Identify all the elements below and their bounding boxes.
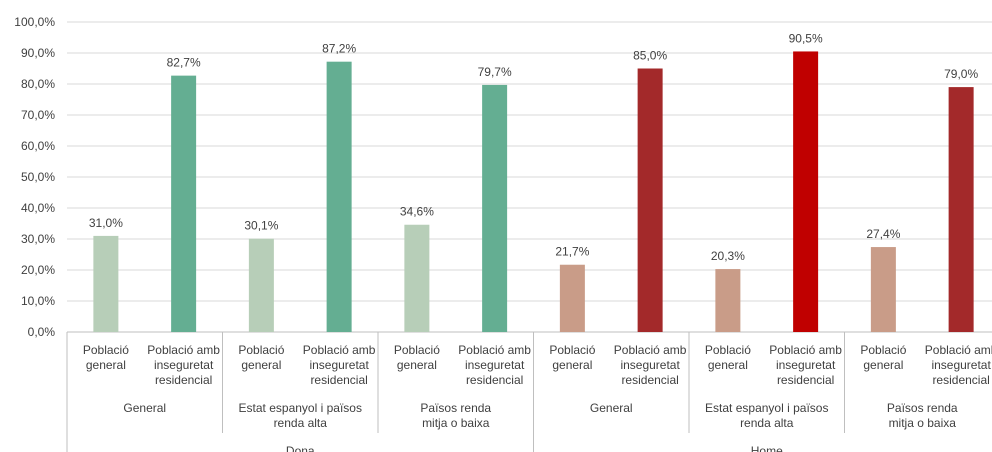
- category-label: Població amb: [925, 343, 992, 357]
- bar-data-label: 21,7%: [555, 245, 589, 259]
- bar-data-label: 79,7%: [478, 65, 512, 79]
- bar-data-label: 34,6%: [400, 205, 434, 219]
- bar-data-label: 27,4%: [866, 227, 900, 241]
- y-tick-label: 0,0%: [28, 325, 56, 339]
- subgroup-label: renda alta: [740, 416, 794, 430]
- category-label: residencial: [310, 373, 367, 387]
- category-label: Població amb: [769, 343, 842, 357]
- category-label: residencial: [932, 373, 989, 387]
- bar-data-label: 30,1%: [244, 219, 278, 233]
- subgroup-label: Estat espanyol i països: [239, 401, 362, 415]
- category-label: Població amb: [458, 343, 531, 357]
- bar: [559, 264, 585, 332]
- subgroup-label: renda alta: [274, 416, 328, 430]
- bar: [715, 269, 741, 332]
- category-label: inseguretat: [154, 358, 214, 372]
- bar-data-label: 90,5%: [789, 31, 823, 45]
- category-label: Població: [860, 343, 906, 357]
- category-label: inseguretat: [776, 358, 836, 372]
- subgroup-label: Països renda: [420, 401, 491, 415]
- bar: [326, 61, 352, 333]
- category-label: inseguretat: [309, 358, 369, 372]
- subgroup-label: Estat espanyol i països: [705, 401, 828, 415]
- subgroup-label: General: [123, 401, 166, 415]
- bar-data-labels: 31,0% 82,7% 30,1% 87,2% 34,6% 79,7% 21,7% 85,0%…: [89, 31, 979, 263]
- bar-data-label: 31,0%: [89, 216, 123, 230]
- subgroup-label: mitja o baixa: [889, 416, 957, 430]
- bar: [93, 235, 119, 332]
- y-axis-tick-labels: 0,0% 10,0% 20,0% 30,0% 40,0% 50,0% 60,0% 70,0% 8…: [14, 15, 55, 339]
- category-label: Població: [238, 343, 284, 357]
- y-tick-label: 50,0%: [21, 170, 55, 184]
- y-tick-label: 90,0%: [21, 46, 55, 60]
- y-tick-label: 10,0%: [21, 294, 55, 308]
- bar: [948, 87, 974, 332]
- category-label: residencial: [155, 373, 212, 387]
- category-label: general: [397, 358, 437, 372]
- bar: [171, 75, 197, 332]
- bar-data-label: 79,0%: [944, 67, 978, 81]
- category-label: general: [241, 358, 281, 372]
- bar: [793, 51, 819, 332]
- category-label: Població amb: [614, 343, 687, 357]
- gender-group-label: Home: [751, 444, 783, 452]
- bar-data-label: 20,3%: [711, 249, 745, 263]
- y-tick-label: 60,0%: [21, 139, 55, 153]
- gender-group-label: Dona: [286, 444, 315, 452]
- category-label: residencial: [466, 373, 523, 387]
- category-label: residencial: [621, 373, 678, 387]
- category-label: Població: [394, 343, 440, 357]
- bar: [248, 238, 274, 332]
- category-label: general: [863, 358, 903, 372]
- bar-data-label: 87,2%: [322, 42, 356, 56]
- y-tick-label: 70,0%: [21, 108, 55, 122]
- category-label: general: [708, 358, 748, 372]
- category-label: Població: [705, 343, 751, 357]
- bar: [870, 247, 896, 332]
- subgroup-label: General: [590, 401, 633, 415]
- category-label: general: [552, 358, 592, 372]
- category-label: Població amb: [147, 343, 220, 357]
- bar-data-label: 85,0%: [633, 49, 667, 63]
- bars: [93, 51, 974, 333]
- subgroup-label: mitja o baixa: [422, 416, 490, 430]
- bar-data-label: 82,7%: [167, 56, 201, 70]
- bar: [404, 224, 430, 332]
- category-label: Població amb: [303, 343, 376, 357]
- bar: [482, 84, 508, 333]
- category-label: inseguretat: [931, 358, 991, 372]
- category-label: Població: [549, 343, 595, 357]
- subgroup-label: Països renda: [887, 401, 958, 415]
- y-tick-label: 20,0%: [21, 263, 55, 277]
- y-tick-label: 80,0%: [21, 77, 55, 91]
- category-label: inseguretat: [465, 358, 525, 372]
- y-tick-label: 100,0%: [14, 15, 55, 29]
- gridlines: [67, 21, 992, 333]
- bar: [637, 68, 663, 332]
- category-label: residencial: [777, 373, 834, 387]
- category-label: Població: [83, 343, 129, 357]
- y-tick-label: 40,0%: [21, 201, 55, 215]
- category-label: general: [86, 358, 126, 372]
- category-label: inseguretat: [620, 358, 680, 372]
- y-tick-label: 30,0%: [21, 232, 55, 246]
